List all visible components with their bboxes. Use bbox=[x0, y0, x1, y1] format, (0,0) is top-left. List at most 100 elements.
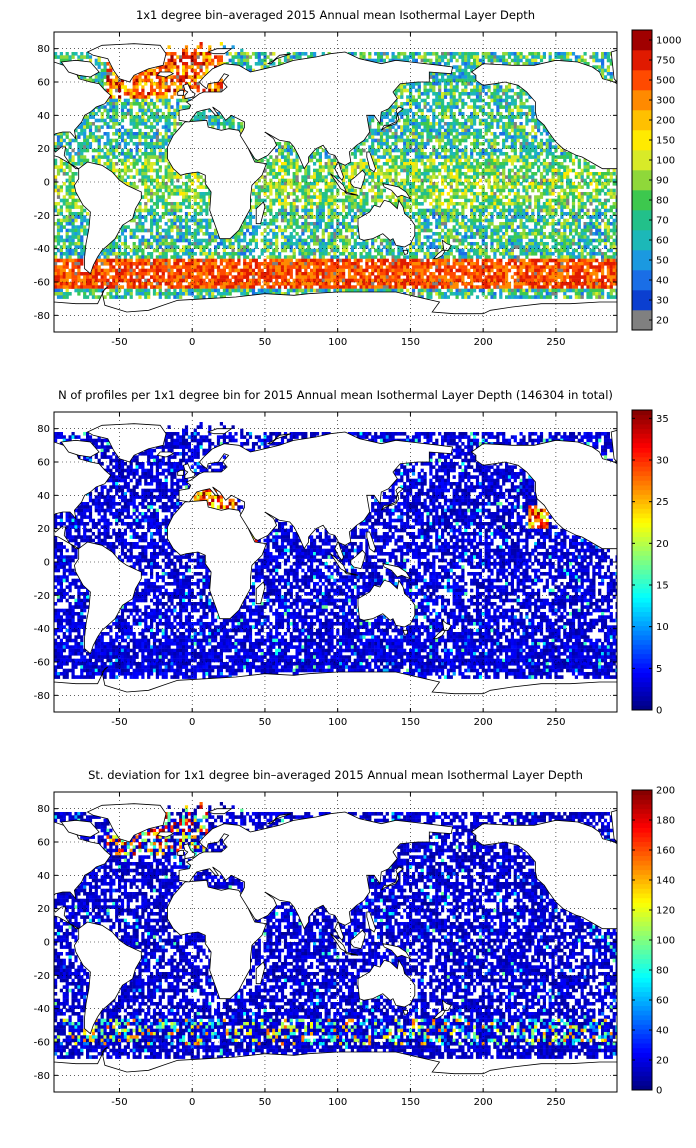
data-cell bbox=[155, 222, 159, 226]
data-cell bbox=[426, 165, 430, 169]
data-cell bbox=[560, 198, 564, 203]
data-cell bbox=[132, 155, 136, 159]
data-cell bbox=[481, 168, 485, 173]
data-cell bbox=[141, 135, 145, 139]
data-cell bbox=[473, 168, 477, 173]
data-cell bbox=[283, 212, 288, 216]
data-cell bbox=[554, 212, 558, 216]
data-cell bbox=[394, 102, 398, 106]
data-cell bbox=[435, 98, 439, 103]
data-cell bbox=[394, 105, 398, 109]
data-cell bbox=[283, 182, 288, 186]
data-cell bbox=[147, 108, 151, 113]
data-cell bbox=[94, 58, 98, 63]
data-cell bbox=[327, 198, 331, 203]
data-cell bbox=[574, 195, 578, 199]
data-cell bbox=[379, 195, 384, 199]
data-cell bbox=[298, 235, 302, 239]
data-cell bbox=[310, 208, 314, 213]
data-cell bbox=[164, 228, 168, 233]
data-cell bbox=[80, 55, 84, 59]
data-cell bbox=[243, 225, 247, 229]
data-cell bbox=[580, 208, 584, 213]
data-cell bbox=[362, 162, 366, 166]
data-cell bbox=[97, 135, 101, 139]
data-cell bbox=[286, 162, 290, 166]
data-cell bbox=[283, 225, 288, 229]
data-cell bbox=[371, 132, 375, 136]
data-cell bbox=[120, 178, 125, 183]
data-cell bbox=[598, 58, 602, 63]
data-cell bbox=[208, 52, 212, 56]
data-cell bbox=[91, 122, 95, 126]
data-cell bbox=[542, 222, 546, 226]
data-cell bbox=[135, 78, 139, 83]
data-cell bbox=[91, 148, 95, 153]
data-cell bbox=[138, 202, 142, 206]
data-cell bbox=[452, 152, 456, 156]
data-cell bbox=[519, 102, 523, 106]
data-cell bbox=[205, 218, 209, 223]
data-cell bbox=[289, 235, 293, 239]
data-cell bbox=[150, 212, 154, 216]
data-cell bbox=[167, 108, 171, 113]
data-cell bbox=[496, 88, 500, 93]
data-cell bbox=[135, 122, 139, 126]
data-cell bbox=[74, 212, 78, 216]
data-cell bbox=[557, 235, 561, 239]
data-cell bbox=[461, 235, 465, 239]
data-cell bbox=[135, 142, 139, 146]
data-cell bbox=[286, 225, 290, 229]
data-cell bbox=[141, 152, 145, 156]
data-cell bbox=[606, 52, 610, 56]
data-cell bbox=[455, 228, 459, 233]
data-cell bbox=[313, 202, 317, 206]
data-cell bbox=[321, 232, 325, 236]
data-cell bbox=[359, 205, 363, 209]
data-cell bbox=[510, 112, 514, 116]
data-cell bbox=[138, 92, 142, 96]
data-cell bbox=[336, 175, 340, 179]
data-cell bbox=[126, 225, 130, 229]
data-cell bbox=[283, 168, 288, 173]
data-cell bbox=[216, 125, 221, 129]
data-cell bbox=[80, 228, 84, 233]
data-cell bbox=[531, 108, 535, 113]
data-cell bbox=[522, 105, 526, 109]
data-cell bbox=[196, 88, 200, 93]
data-cell bbox=[161, 185, 165, 189]
data-cell bbox=[219, 62, 223, 66]
data-cell bbox=[280, 175, 285, 179]
data-cell bbox=[330, 178, 334, 183]
data-cell bbox=[345, 195, 349, 199]
data-cell bbox=[132, 158, 136, 163]
data-cell bbox=[490, 115, 494, 119]
data-cell bbox=[478, 218, 482, 223]
data-cell bbox=[65, 58, 69, 63]
data-cell bbox=[109, 78, 113, 83]
data-cell bbox=[589, 218, 593, 223]
data-cell bbox=[158, 92, 162, 96]
data-cell bbox=[531, 178, 535, 183]
data-cell bbox=[289, 232, 293, 236]
data-cell bbox=[478, 192, 482, 196]
data-cell bbox=[167, 68, 171, 73]
data-cell bbox=[330, 195, 334, 199]
data-cell bbox=[475, 92, 480, 96]
data-cell bbox=[548, 222, 552, 226]
data-cell bbox=[406, 95, 410, 99]
data-cell bbox=[603, 215, 608, 219]
data-cell bbox=[164, 155, 168, 159]
data-cell bbox=[269, 218, 273, 223]
data-cell bbox=[475, 58, 480, 63]
data-cell bbox=[240, 232, 244, 236]
data-cell bbox=[414, 155, 418, 159]
data-cell bbox=[275, 142, 279, 146]
data-cell bbox=[295, 178, 299, 183]
data-cell bbox=[420, 58, 424, 63]
data-cell bbox=[155, 242, 159, 246]
data-cell bbox=[461, 202, 465, 206]
data-cell bbox=[534, 162, 538, 166]
data-cell bbox=[516, 138, 520, 143]
data-cell bbox=[449, 175, 453, 179]
